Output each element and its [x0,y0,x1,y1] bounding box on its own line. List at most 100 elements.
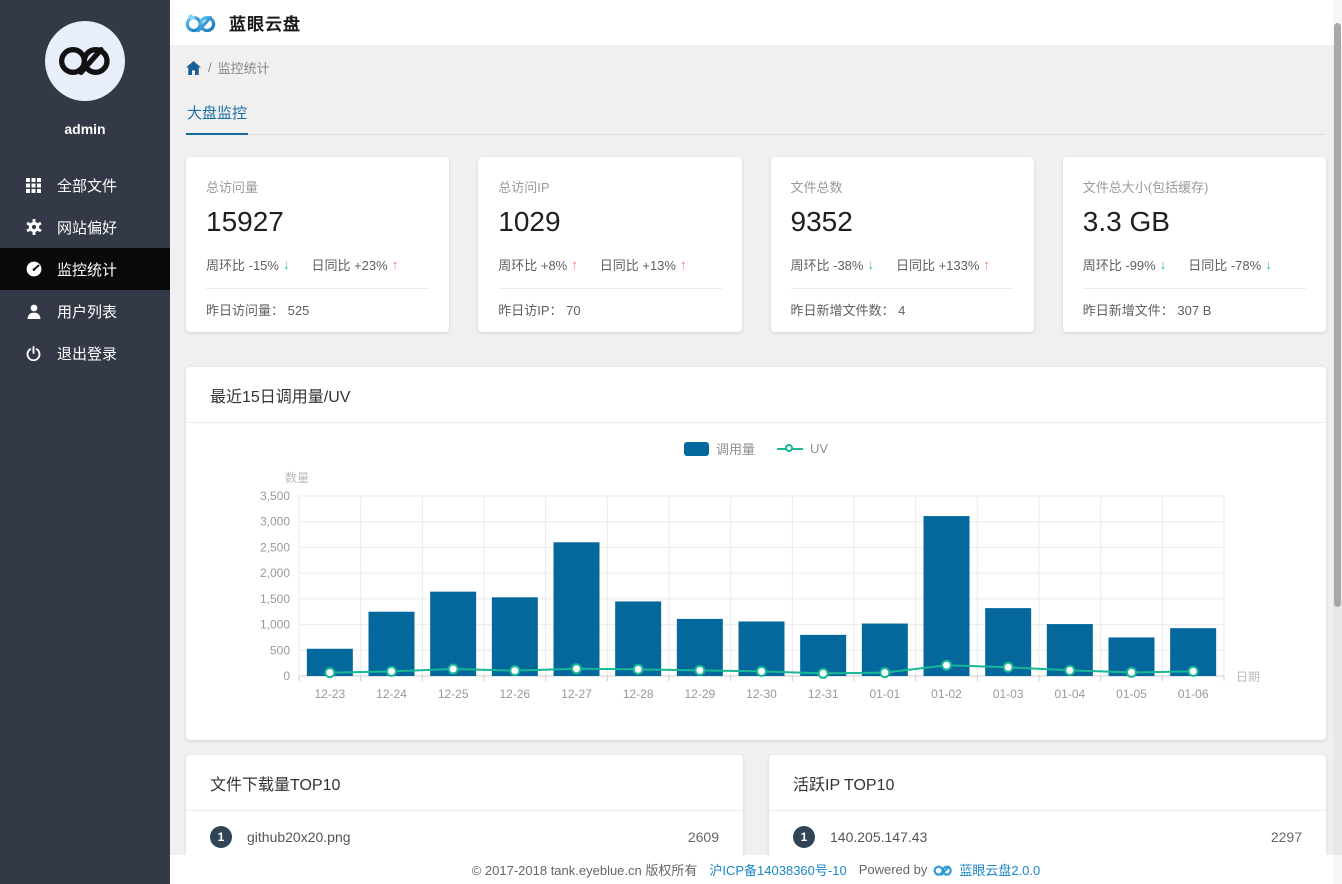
user-icon [25,304,42,319]
avatar[interactable] [45,21,125,101]
week-trend: 周环比 -99% ↓ [1082,257,1167,273]
bar-swatch-icon [683,441,709,456]
rank-badge: 1 [793,826,815,848]
gauge-icon [25,261,42,277]
vertical-scrollbar [1333,0,1342,884]
footer-logo-icon [933,865,953,876]
svg-text:2,500: 2,500 [260,540,290,554]
icp-link[interactable]: 沪ICP备14038360号-10 [709,863,847,878]
main-area: 蓝眼云盘 / 监控统计 大盘监控 总访问量 15927 周环比 -15% ↓ [170,0,1342,884]
sidebar: admin 全部文件 [0,0,170,884]
list-item: 1 140.205.147.43 2297 [769,811,1326,863]
list-item: 1 github20x20.png 2609 [186,811,743,863]
stat-footer: 昨日访问量： 525 [206,303,310,318]
week-trend: 周环比 +8% ↑ [498,257,578,273]
divider [206,288,430,289]
download-count: 2609 [687,829,719,845]
chart-legend: 调用量 UV [186,439,1326,458]
chart-body: 调用量 UV 0 500 1,000 1,500 2,000 2,500 3,000 3,50… [186,423,1326,740]
calls-uv-chart: 0 500 1,000 1,500 2,000 2,500 3,000 3,500 12-23 1… [260,470,1260,701]
tab-bar: 大盘监控 [186,102,1326,135]
legend-item-calls[interactable]: 调用量 [683,439,755,458]
copyright-text: © 2017-2018 tank.eyeblue.cn 版权所有 [471,863,698,878]
svg-text:12-28: 12-28 [623,687,654,701]
svg-text:1,500: 1,500 [260,592,290,606]
svg-text:01-05: 01-05 [1116,687,1147,701]
brand-logo-icon [185,14,216,32]
app-title: 蓝眼云盘 [229,15,301,34]
day-trend: 日同比 +13% ↑ [599,257,687,273]
sidebar-item-user-list[interactable]: 用户列表 [0,290,170,332]
stat-label: 文件总大小(包括缓存) [1082,180,1209,195]
power-icon [25,345,42,361]
scrollbar-thumb[interactable] [1334,23,1341,607]
stat-value: 9352 [790,206,853,237]
file-name: github20x20.png [247,829,351,845]
username: admin [64,121,106,137]
home-icon[interactable] [186,60,201,75]
stat-value: 3.3 GB [1082,206,1170,237]
rank-badge: 1 [210,826,232,848]
stat-card-total-size: 文件总大小(包括缓存) 3.3 GB 周环比 -99% ↓ 日同比 -78% ↓ 昨… [1062,157,1326,332]
line-swatch-icon [776,443,803,454]
sidebar-menu: 全部文件 网站偏好 [0,164,170,374]
day-trend: 日同比 +23% ↑ [311,257,399,273]
stat-cards-row: 总访问量 15927 周环比 -15% ↓ 日同比 +23% ↑ 昨日访问量： 52… [186,157,1326,332]
sidebar-item-preferences[interactable]: 网站偏好 [0,206,170,248]
stat-card-total-files: 文件总数 9352 周环比 -38% ↓ 日同比 +133% ↑ 昨日新增文件数： … [770,157,1034,332]
trend-arrow-icon: ↑ [983,257,990,272]
infinity-logo-icon [59,47,110,75]
svg-text:01-02: 01-02 [931,687,962,701]
top-header: 蓝眼云盘 [170,0,1342,45]
gear-icon [25,219,42,235]
stat-footer: 昨日新增文件数： 4 [790,303,906,318]
divider [498,288,722,289]
list-card-title: 文件下载量TOP10 [186,755,743,811]
stat-card-total-visits: 总访问量 15927 周环比 -15% ↓ 日同比 +23% ↑ 昨日访问量： 52… [186,157,450,332]
breadcrumb: / 监控统计 [186,58,1326,77]
stat-footer: 昨日新增文件： 307 B [1082,303,1212,318]
svg-text:12-24: 12-24 [376,687,407,701]
stat-label: 文件总数 [790,180,843,195]
week-trend: 周环比 -15% ↓ [206,257,290,273]
trend-arrow-icon: ↓ [282,257,290,272]
stat-label: 总访问IP [498,180,550,195]
svg-text:数量: 数量 [285,470,309,485]
sidebar-item-label: 退出登录 [57,345,118,363]
svg-text:12-26: 12-26 [499,687,530,701]
sidebar-item-label: 监控统计 [57,261,118,279]
footer: © 2017-2018 tank.eyeblue.cn 版权所有 沪ICP备14… [170,855,1342,884]
legend-item-uv[interactable]: UV [776,441,828,456]
svg-text:3,000: 3,000 [260,515,290,529]
trend-arrow-icon: ↓ [867,257,874,272]
day-trend: 日同比 -78% ↓ [1188,257,1272,273]
week-trend: 周环比 -38% ↓ [790,257,874,273]
sidebar-item-label: 用户列表 [57,303,118,321]
svg-text:日期: 日期 [1236,670,1260,684]
svg-text:01-06: 01-06 [1178,687,1209,701]
sidebar-item-label: 全部文件 [57,177,118,195]
divider [790,288,1014,289]
stat-value: 15927 [206,206,284,237]
sidebar-item-label: 网站偏好 [57,219,118,237]
svg-text:01-04: 01-04 [1054,687,1085,701]
day-trend: 日同比 +133% ↑ [895,257,990,273]
tab-dashboard-monitor[interactable]: 大盘监控 [186,102,249,135]
sidebar-item-all-files[interactable]: 全部文件 [0,164,170,206]
svg-text:01-01: 01-01 [869,687,900,701]
version-link[interactable]: 蓝眼云盘2.0.0 [959,863,1041,878]
sidebar-item-logout[interactable]: 退出登录 [0,332,170,374]
stat-label: 总访问量 [206,180,259,195]
trend-arrow-icon: ↑ [679,257,687,272]
sidebar-item-monitor-stats[interactable]: 监控统计 [0,248,170,290]
svg-text:0: 0 [283,669,290,683]
stat-card-total-ips: 总访问IP 1029 周环比 +8% ↑ 日同比 +13% ↑ 昨日访IP： 70 [478,157,742,332]
chart-card: 最近15日调用量/UV 调用量 UV 0 500 1,000 1,500 2,000 2,… [186,367,1326,740]
svg-text:500: 500 [270,643,290,657]
stat-value: 1029 [498,206,561,237]
breadcrumb-current: 监控统计 [217,61,270,76]
breadcrumb-separator: / [208,60,212,75]
chart-card-title: 最近15日调用量/UV [186,367,1326,423]
ip-address: 140.205.147.43 [830,829,928,845]
svg-text:12-31: 12-31 [808,687,839,701]
